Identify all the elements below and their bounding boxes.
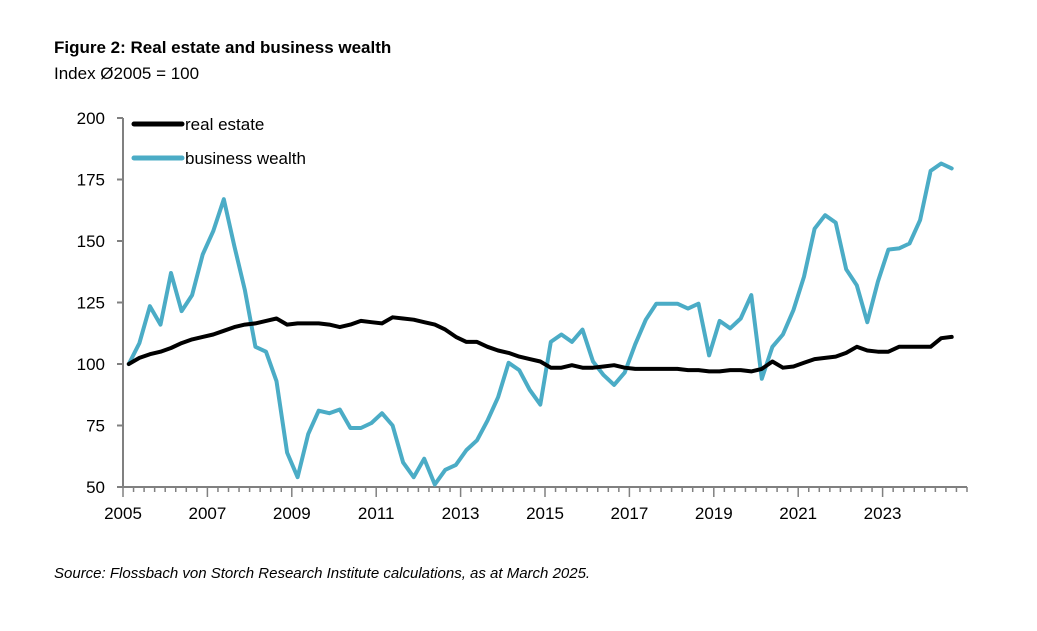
chart-title: Figure 2: Real estate and business wealt… — [54, 38, 392, 57]
x-tick-label: 2015 — [526, 504, 564, 523]
y-tick-label: 175 — [77, 171, 105, 190]
y-tick-label: 75 — [86, 417, 105, 436]
series-group — [126, 161, 954, 487]
axes: 50 75 100 125 150 175 200 2005 2007 2009 2011 2013 2… — [77, 109, 968, 523]
x-tick-label: 2005 — [104, 504, 142, 523]
x-tick-label: 2007 — [188, 504, 226, 523]
legend: real estate business wealth — [131, 115, 306, 168]
x-tick-label: 2009 — [273, 504, 311, 523]
x-tick-label: 2019 — [695, 504, 733, 523]
y-tick-label: 150 — [77, 232, 105, 251]
x-tick-label: 2023 — [864, 504, 902, 523]
legend-label: business wealth — [185, 149, 306, 168]
legend-label: real estate — [185, 115, 264, 134]
source-note: Source: Flossbach von Storch Research In… — [54, 565, 591, 582]
x-tick-label: 2017 — [610, 504, 648, 523]
chart-subtitle: Index Ø2005 = 100 — [54, 64, 200, 83]
y-tick-label: 50 — [86, 478, 105, 497]
y-tick-label: 100 — [77, 355, 105, 374]
x-tick-label: 2013 — [442, 504, 480, 523]
y-tick-label: 125 — [77, 294, 105, 313]
x-tick-label: 2021 — [779, 504, 817, 523]
x-tick-label: 2011 — [358, 504, 395, 523]
y-tick-label: 200 — [77, 109, 105, 128]
series-line-business-wealth — [126, 161, 954, 487]
series-line-real-estate — [126, 315, 954, 374]
